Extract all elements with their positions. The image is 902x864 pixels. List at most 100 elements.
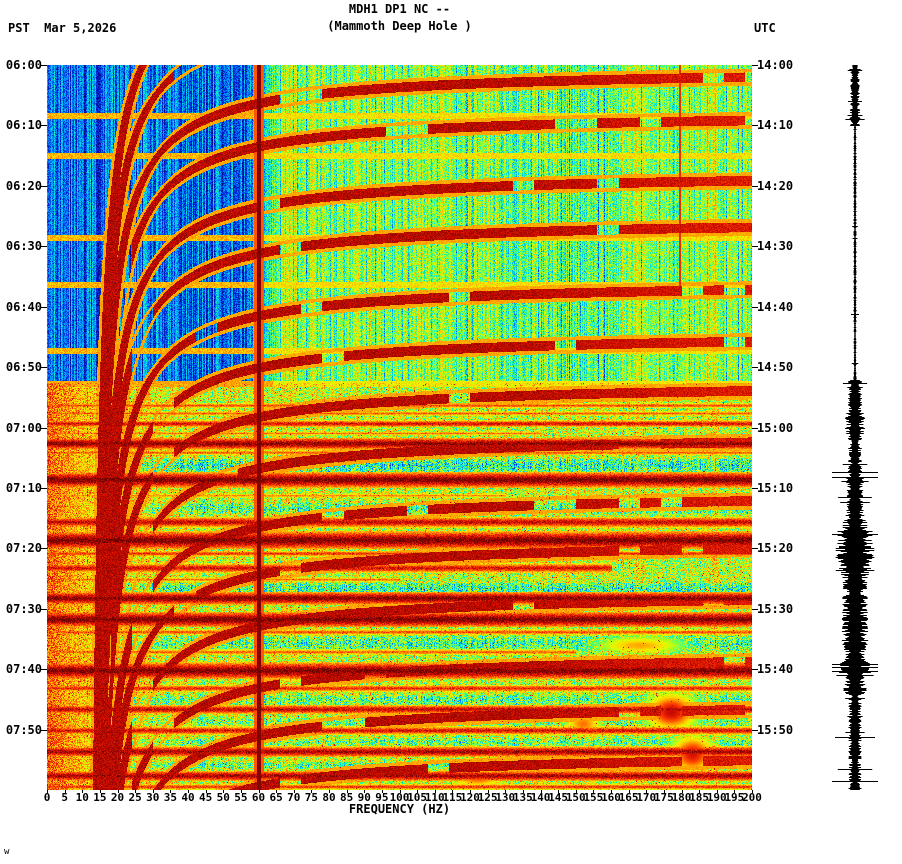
freq-tick-mark — [488, 790, 489, 793]
freq-tick-label: 180 — [671, 791, 692, 804]
freq-tick-mark — [682, 790, 683, 793]
right-tick-mark — [752, 246, 758, 247]
left-time-label: 06:30 — [5, 239, 42, 254]
freq-tick-mark — [558, 790, 559, 793]
left-tick-mark — [41, 669, 47, 670]
freq-tick-mark — [65, 790, 66, 793]
left-tick-mark — [41, 186, 47, 187]
freq-tick-mark — [646, 790, 647, 793]
freq-tick-label: 5 — [61, 791, 68, 804]
freq-tick-label: 190 — [706, 791, 727, 804]
right-time-label: 15:00 — [757, 420, 794, 435]
freq-tick-mark — [699, 790, 700, 793]
freq-tick-mark — [206, 790, 207, 793]
freq-tick-mark — [329, 790, 330, 793]
freq-tick-mark — [364, 790, 365, 793]
freq-tick-mark — [153, 790, 154, 793]
freq-tick-mark — [629, 790, 630, 793]
freq-tick-mark — [452, 790, 453, 793]
freq-tick-mark — [593, 790, 594, 793]
freq-tick-label: 195 — [724, 791, 745, 804]
freq-tick-mark — [100, 790, 101, 793]
freq-tick-label: 35 — [163, 791, 177, 804]
spectrogram-canvas — [47, 65, 752, 790]
freq-tick-label: 120 — [460, 791, 480, 804]
right-time-label: 14:20 — [757, 178, 794, 193]
freq-tick-label: 165 — [618, 791, 639, 804]
left-tick-mark — [41, 730, 47, 731]
right-tick-mark — [752, 307, 758, 308]
freq-tick-label: 15 — [93, 791, 107, 804]
freq-tick-label: 135 — [512, 791, 533, 804]
left-tick-mark — [41, 246, 47, 247]
waveform-canvas — [810, 65, 900, 790]
freq-tick-mark — [717, 790, 718, 793]
freq-tick-label: 175 — [653, 791, 674, 804]
freq-tick-label: 125 — [477, 791, 498, 804]
right-time-label: 15:20 — [757, 541, 794, 556]
freq-tick-mark — [259, 790, 260, 793]
freq-tick-mark — [435, 790, 436, 793]
freq-tick-mark — [523, 790, 524, 793]
left-tick-mark — [41, 428, 47, 429]
freq-tick-mark — [347, 790, 348, 793]
page-title: MDH1 DP1 NC -- — [348, 2, 451, 16]
right-time-label: 14:30 — [757, 239, 794, 254]
freq-tick-label: 10 — [75, 791, 89, 804]
right-time-label: 14:40 — [757, 299, 794, 314]
x-axis-label: FREQUENCY (HZ) — [348, 802, 451, 816]
freq-tick-mark — [276, 790, 277, 793]
left-tick-mark — [41, 609, 47, 610]
left-tick-mark — [41, 488, 47, 489]
right-tick-mark — [752, 669, 758, 670]
right-timezone: UTC — [754, 21, 776, 35]
right-tick-mark — [752, 367, 758, 368]
right-tick-mark — [752, 609, 758, 610]
freq-tick-label: 85 — [340, 791, 354, 804]
right-time-label: 14:00 — [757, 58, 794, 72]
right-tick-mark — [752, 125, 758, 126]
freq-tick-mark — [82, 790, 83, 793]
freq-tick-mark — [664, 790, 665, 793]
freq-tick-label: 95 — [375, 791, 389, 804]
freq-tick-mark — [118, 790, 119, 793]
freq-tick-label: 20 — [110, 791, 125, 804]
freq-tick-mark — [311, 790, 312, 793]
freq-tick-mark — [294, 790, 295, 793]
left-tick-mark — [41, 548, 47, 549]
left-time-label: 07:00 — [5, 420, 42, 435]
left-time-label: 06:10 — [5, 118, 42, 133]
freq-tick-label: 70 — [287, 791, 301, 804]
freq-tick-label: 50 — [216, 791, 230, 804]
page-subtitle: (Mammoth Deep Hole ) — [327, 19, 472, 33]
left-time-label: 07:10 — [5, 480, 42, 495]
right-tick-mark — [752, 488, 758, 489]
right-tick-mark — [752, 548, 758, 549]
freq-tick-mark — [470, 790, 471, 793]
freq-tick-label: 45 — [199, 791, 213, 804]
left-timezone-date: PST Mar 5,2026 — [8, 21, 117, 35]
freq-tick-label: 200 — [742, 791, 762, 804]
right-tick-mark — [752, 428, 758, 429]
freq-tick-label: 140 — [530, 791, 551, 804]
freq-tick-mark — [135, 790, 136, 793]
freq-tick-mark — [47, 790, 48, 793]
freq-tick-mark — [223, 790, 224, 793]
right-time-label: 15:50 — [757, 722, 794, 737]
freq-tick-label: 145 — [548, 791, 569, 804]
left-time-label: 07:40 — [5, 662, 42, 677]
left-tick-mark — [41, 125, 47, 126]
freq-tick-mark — [241, 790, 242, 793]
right-tick-mark — [752, 65, 758, 66]
right-time-label: 15:10 — [757, 480, 794, 495]
freq-tick-mark — [505, 790, 506, 793]
left-time-label: 07:30 — [5, 601, 42, 616]
freq-tick-mark — [188, 790, 189, 793]
freq-tick-label: 40 — [181, 791, 195, 804]
freq-tick-label: 150 — [565, 791, 586, 804]
freq-tick-label: 100 — [389, 791, 410, 804]
right-time-label: 14:50 — [757, 360, 794, 375]
freq-tick-label: 80 — [322, 791, 336, 804]
freq-tick-label: 60 — [251, 791, 266, 804]
